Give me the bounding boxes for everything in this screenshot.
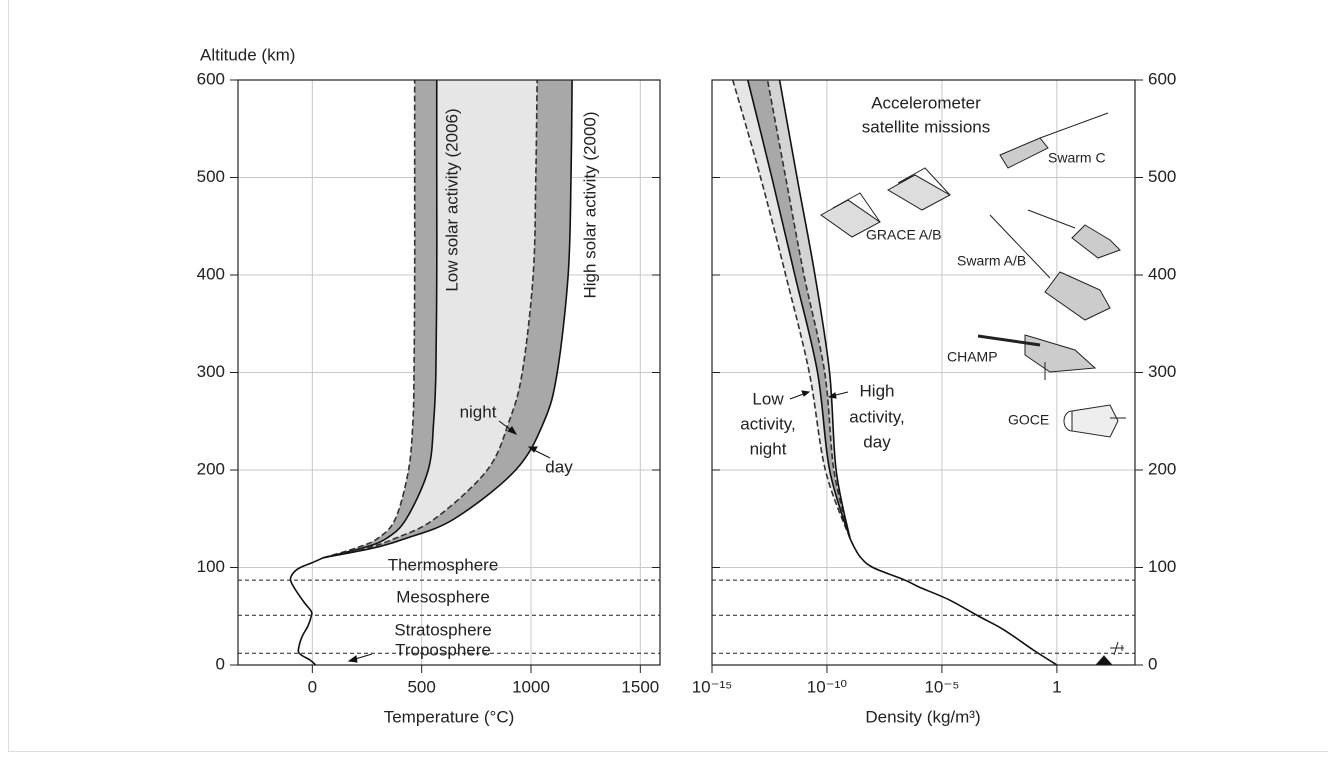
x-tick-label: 10⁻¹⁰ (807, 677, 848, 696)
layer-label: Mesosphere (396, 587, 490, 606)
layer-label: Thermosphere (388, 555, 499, 574)
annotation: activity, (740, 414, 795, 433)
mountain (1094, 655, 1114, 666)
band (323, 80, 573, 558)
arrow-head (527, 446, 538, 453)
annotation: Accelerometer (871, 93, 981, 112)
arrow-head (347, 655, 358, 663)
arrow-head (827, 392, 837, 399)
satellite-label: Swarm A/B (957, 253, 1026, 269)
curve (778, 79, 851, 539)
x-tick-label: 10⁻¹⁵ (692, 677, 733, 696)
annotation: night (750, 439, 787, 458)
curve (731, 79, 851, 539)
y-tick-label: 300 (197, 362, 225, 381)
champ (1024, 334, 1097, 373)
annotation: night (460, 402, 497, 421)
airplane (1110, 641, 1124, 656)
grace-b (886, 174, 952, 211)
swarm-c (999, 137, 1049, 169)
y-tick-label: 400 (197, 264, 225, 283)
grace-a-top (832, 192, 881, 223)
x-tick-label: 500 (407, 677, 435, 696)
arrows (347, 390, 849, 663)
x-tick-label: 1500 (621, 677, 659, 696)
y-tick-label: 200 (1148, 459, 1176, 478)
boom (1039, 112, 1109, 139)
y-tick-label: 500 (197, 167, 225, 186)
satellite-label: GOCE (1008, 412, 1049, 428)
curve (766, 79, 851, 539)
curve (289, 557, 324, 666)
foreground-layer: Altitude (km) Temperature (°C) Density (… (200, 45, 1126, 726)
y-tick-label: 100 (197, 557, 225, 576)
satellites (820, 112, 1126, 666)
annotation: day (863, 432, 891, 451)
arrow-head (507, 426, 518, 435)
arrow-head (801, 390, 811, 397)
curve (323, 79, 538, 559)
annotation: satellite missions (862, 117, 991, 136)
y-tick-label: 300 (1148, 362, 1176, 381)
grace-b-top (897, 167, 951, 196)
y-tick-label: 400 (1148, 264, 1176, 283)
layer-label: Stratosphere (394, 620, 491, 639)
goce-body (1071, 404, 1119, 438)
boom (989, 214, 1051, 279)
x-tick-label: 10⁻⁵ (924, 677, 959, 696)
y-tick-label: 500 (1148, 167, 1176, 186)
x-axis-label: Density (kg/m³) (865, 707, 980, 726)
y-axis-label: Altitude (km) (200, 45, 295, 64)
annotation: High solar activity (2000) (580, 111, 599, 298)
band (323, 80, 538, 558)
band (732, 80, 850, 539)
annotation: day (545, 457, 573, 476)
swarm-a (1071, 224, 1121, 259)
y-tick-label: 100 (1148, 557, 1176, 576)
curve (323, 80, 416, 559)
y-tick-label: 0 (1148, 654, 1157, 673)
curve (323, 79, 573, 559)
x-tick-label: 1 (1052, 677, 1061, 696)
curve (849, 537, 1058, 666)
y-tick-label: 200 (197, 459, 225, 478)
x-axis-label: Temperature (°C) (384, 707, 515, 726)
swarm-b (1044, 271, 1111, 321)
x-tick-label: 1000 (512, 677, 550, 696)
y-tick-label: 0 (216, 654, 225, 673)
annotation: activity, (849, 407, 904, 426)
frame (8, 0, 1328, 752)
band (323, 80, 437, 558)
annotation: Low solar activity (2006) (442, 108, 461, 291)
annotation: High (860, 381, 895, 400)
boom (1027, 209, 1076, 229)
curve (323, 80, 438, 559)
layer-label: Troposphere (395, 640, 491, 659)
champ-boom (977, 334, 1041, 347)
y-tick-label: 600 (197, 69, 225, 88)
curve (747, 79, 851, 539)
satellite-label: GRACE A/B (866, 227, 941, 243)
y-tick-label: 600 (1148, 69, 1176, 88)
annotation: Low (752, 389, 784, 408)
x-tick-label: 0 (308, 677, 317, 696)
satellite-label: CHAMP (947, 349, 998, 365)
satellite-label: Swarm C (1048, 150, 1106, 166)
